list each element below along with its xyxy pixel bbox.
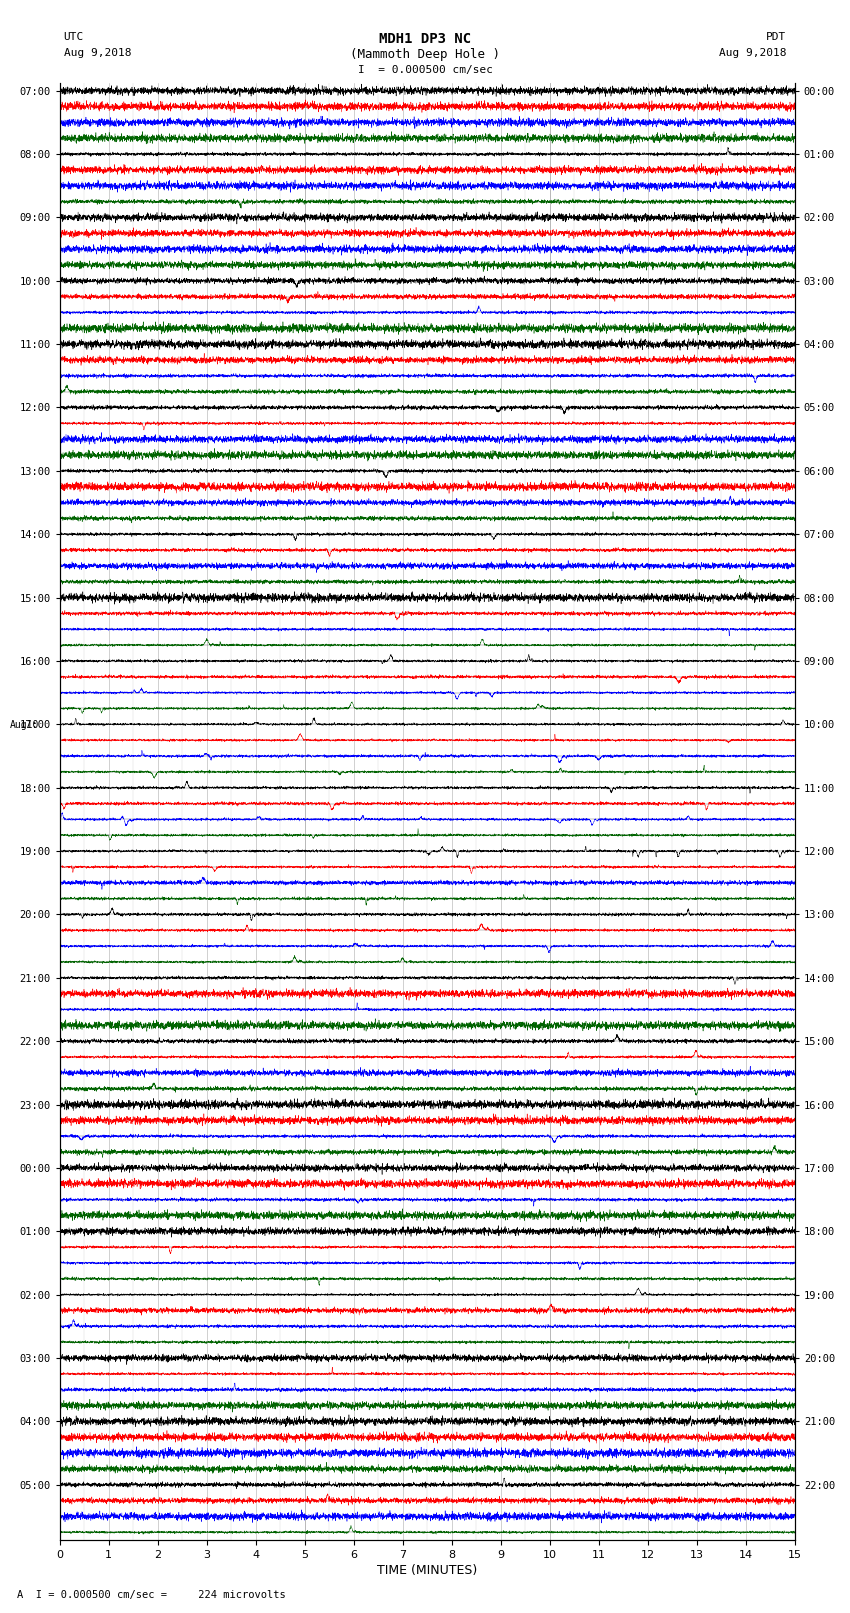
Text: A  I = 0.000500 cm/sec =     224 microvolts: A I = 0.000500 cm/sec = 224 microvolts bbox=[17, 1590, 286, 1600]
Text: (Mammoth Deep Hole ): (Mammoth Deep Hole ) bbox=[350, 48, 500, 61]
Text: Aug10: Aug10 bbox=[10, 721, 39, 731]
Text: Aug 9,2018: Aug 9,2018 bbox=[64, 48, 131, 58]
Text: UTC: UTC bbox=[64, 32, 84, 42]
Text: I  = 0.000500 cm/sec: I = 0.000500 cm/sec bbox=[358, 65, 492, 74]
Text: PDT: PDT bbox=[766, 32, 786, 42]
X-axis label: TIME (MINUTES): TIME (MINUTES) bbox=[377, 1565, 478, 1578]
Text: Aug 9,2018: Aug 9,2018 bbox=[719, 48, 786, 58]
Text: MDH1 DP3 NC: MDH1 DP3 NC bbox=[379, 32, 471, 47]
